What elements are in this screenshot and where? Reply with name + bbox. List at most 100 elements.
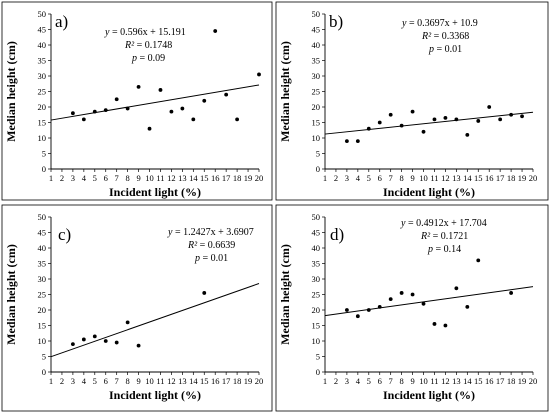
x-tick-label: 3 [345, 376, 349, 386]
data-point [103, 339, 108, 343]
y-tick-label: 0 [316, 164, 320, 174]
y-tick-label: 15 [38, 118, 47, 128]
x-axis-title: Incident light (%) [109, 388, 201, 402]
x-tick-label: 2 [334, 376, 338, 386]
x-tick-label: 15 [474, 376, 483, 386]
y-tick-label: 35 [312, 56, 321, 66]
x-tick-label: 6 [104, 173, 108, 183]
x-tick-label: 8 [126, 376, 130, 386]
data-point [377, 120, 382, 125]
regression-equation: y = 0.3697x + 10.9 [401, 18, 478, 29]
x-tick-label: 12 [441, 173, 450, 183]
x-tick-label: 18 [233, 173, 242, 183]
data-point [355, 139, 360, 144]
x-tick-label: 13 [178, 173, 187, 183]
data-point [366, 308, 371, 312]
trendline [50, 84, 260, 121]
x-tick-label: 20 [255, 173, 264, 183]
y-axis-title: Median height (cm) [4, 41, 18, 142]
panel-label: b) [329, 12, 343, 31]
x-tick-label: 10 [419, 173, 428, 183]
y-tick-label: 10 [38, 133, 47, 143]
panel-frame [1, 1, 273, 201]
y-tick-label: 5 [42, 352, 46, 362]
x-axis-title: Incident light (%) [383, 185, 475, 199]
x-tick-label: 2 [60, 376, 64, 386]
data-point [509, 291, 514, 295]
data-point [377, 305, 382, 309]
x-tick-label: 9 [410, 376, 414, 386]
y-tick-label: 5 [316, 352, 320, 362]
y-axis-title: Median height (cm) [278, 41, 292, 142]
data-point [443, 323, 448, 328]
r-squared: R² = 0.1748 [124, 40, 172, 51]
data-point [136, 84, 141, 89]
regression-equation: y = 0.4912x + 17.704 [400, 218, 487, 229]
panel-frame [1, 204, 273, 412]
data-point [465, 133, 470, 137]
x-tick-label: 15 [474, 173, 483, 183]
data-point [432, 322, 437, 326]
panel-frame [275, 1, 549, 201]
y-tick-label: 20 [38, 102, 47, 112]
y-tick-label: 35 [312, 259, 321, 269]
data-point [147, 126, 152, 131]
p-value: p = 0.14 [427, 244, 461, 255]
x-tick-label: 11 [156, 173, 164, 183]
trendline [50, 283, 260, 358]
data-point [235, 117, 240, 122]
panel-label: c) [58, 225, 71, 244]
data-point [465, 305, 470, 309]
x-tick-label: 10 [419, 376, 428, 386]
y-tick-label: 25 [38, 290, 47, 300]
data-point [70, 111, 75, 116]
x-tick-label: 10 [145, 173, 154, 183]
y-tick-label: 20 [312, 305, 321, 315]
data-point [344, 139, 349, 144]
data-point [202, 291, 207, 295]
x-tick-label: 18 [507, 376, 516, 386]
x-tick-label: 5 [93, 173, 97, 183]
data-point [169, 109, 174, 114]
x-tick-label: 1 [323, 173, 327, 183]
x-tick-label: 20 [529, 376, 538, 386]
y-tick-label: 20 [38, 305, 47, 315]
data-point [92, 109, 97, 114]
data-point [432, 117, 437, 122]
x-tick-label: 4 [82, 376, 87, 386]
x-tick-label: 5 [93, 376, 97, 386]
data-point [125, 106, 130, 111]
data-point [257, 72, 261, 77]
data-point [498, 117, 503, 122]
x-tick-label: 12 [167, 173, 176, 183]
x-tick-label: 17 [222, 173, 231, 183]
data-point [191, 117, 196, 122]
x-tick-label: 20 [255, 376, 264, 386]
x-tick-label: 18 [507, 173, 516, 183]
x-tick-label: 6 [378, 173, 382, 183]
y-tick-label: 50 [312, 9, 321, 19]
y-tick-label: 10 [312, 336, 321, 346]
data-point [81, 337, 86, 342]
x-tick-label: 1 [49, 173, 53, 183]
y-tick-label: 50 [38, 212, 47, 222]
data-point [224, 92, 229, 97]
x-tick-label: 2 [60, 173, 64, 183]
data-point [355, 314, 360, 319]
x-tick-label: 19 [518, 376, 527, 386]
y-tick-label: 50 [312, 212, 321, 222]
r-squared: R² = 0.1721 [420, 231, 468, 242]
p-value: p = 0.09 [131, 53, 165, 64]
x-tick-label: 3 [345, 173, 349, 183]
x-tick-label: 19 [244, 173, 253, 183]
x-tick-label: 9 [136, 173, 140, 183]
x-tick-label: 7 [389, 376, 393, 386]
x-tick-label: 9 [410, 173, 414, 183]
x-tick-label: 3 [71, 376, 75, 386]
y-tick-label: 25 [312, 290, 321, 300]
y-tick-label: 45 [38, 228, 47, 238]
data-point [136, 343, 141, 348]
x-tick-label: 16 [211, 376, 220, 386]
